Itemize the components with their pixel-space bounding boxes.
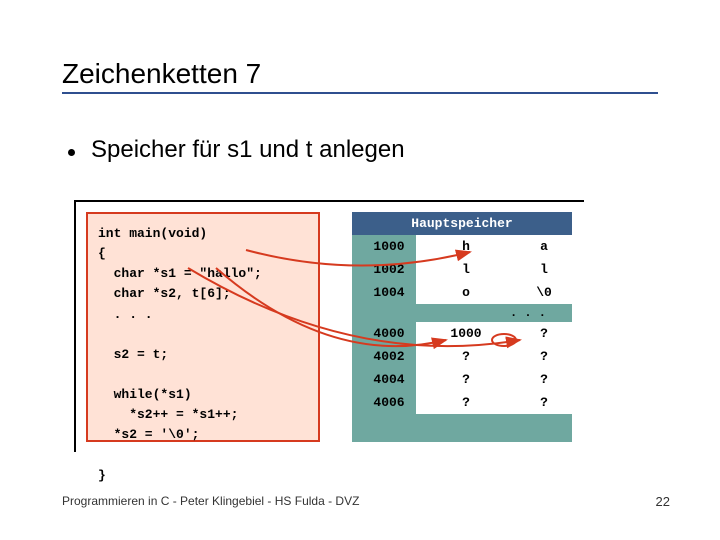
memory-panel: Hauptspeicher 1000ha1002ll1004o\0. . .40… [352,212,572,442]
memory-row: 4002?? [352,345,572,368]
memory-row: 4004?? [352,368,572,391]
bullet-row: Speicher für s1 und t anlegen [68,136,405,164]
memory-addr: 1004 [352,281,416,304]
slide-title: Zeichenketten 7 [62,58,261,90]
memory-addr: 4002 [352,345,416,368]
memory-cell: ? [516,391,572,414]
memory-cell: ? [416,391,516,414]
memory-addr: 1002 [352,258,416,281]
memory-addr: 1000 [352,235,416,258]
bullet-text: Speicher für s1 und t anlegen [91,136,405,164]
memory-row: 1004o\0 [352,281,572,304]
memory-cell: ? [516,345,572,368]
memory-row: 1000ha [352,235,572,258]
memory-cell: ? [416,345,516,368]
memory-addr: 4000 [352,322,416,345]
bullet-dot [68,149,75,156]
memory-addr: 4006 [352,391,416,414]
title-underline [62,92,658,94]
memory-cell: ? [516,322,572,345]
memory-cell: a [516,235,572,258]
code-box: int main(void) { char *s1 = "hallo"; cha… [86,212,320,442]
diagram: int main(void) { char *s1 = "hallo"; cha… [74,200,584,452]
memory-cell: l [416,258,516,281]
memory-row: 1002ll [352,258,572,281]
memory-cell: ? [516,368,572,391]
memory-ellipsis: . . . [352,304,572,322]
memory-cell: h [416,235,516,258]
footer-text: Programmieren in C - Peter Klingebiel - … [62,494,359,508]
memory-cell: ? [416,368,516,391]
memory-cell: 1000 [416,322,516,345]
page-number: 22 [656,494,670,509]
memory-row: 4006?? [352,391,572,414]
memory-header: Hauptspeicher [352,212,572,235]
memory-table: 1000ha1002ll1004o\0. . .40001000?4002??4… [352,235,572,414]
memory-cell: \0 [516,281,572,304]
memory-cell: o [416,281,516,304]
memory-cell: l [516,258,572,281]
memory-addr: 4004 [352,368,416,391]
slide: Zeichenketten 7 Speicher für s1 und t an… [0,0,720,540]
memory-row: 40001000? [352,322,572,345]
